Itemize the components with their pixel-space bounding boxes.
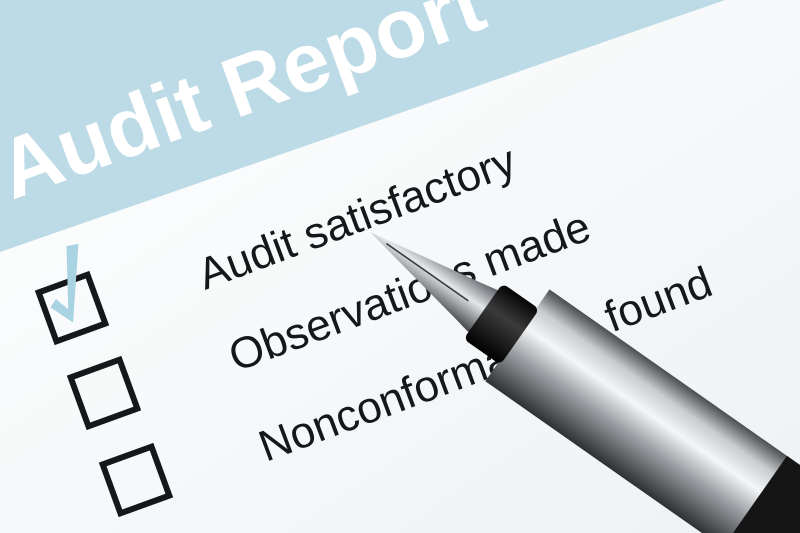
checkbox-nonconformances-found[interactable] <box>98 442 174 518</box>
pen-nib <box>370 232 500 334</box>
pen-grip <box>465 285 538 363</box>
title-band <box>0 0 725 252</box>
checkbox-observations-made[interactable] <box>66 355 142 431</box>
pen-cap-end <box>733 455 800 533</box>
fountain-pen <box>370 232 800 533</box>
checkmark-icon <box>50 243 79 323</box>
checkbox-audit-satisfactory[interactable] <box>27 242 110 346</box>
pen-barrel <box>485 289 800 533</box>
